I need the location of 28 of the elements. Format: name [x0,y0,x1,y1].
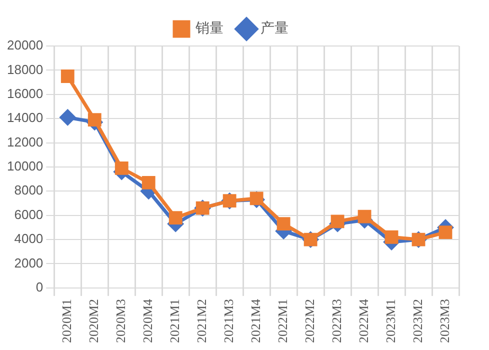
y-tick-label: 12000 [6,134,44,150]
x-tick-label: 2023M2 [410,298,425,344]
y-tick-label: 10000 [6,158,44,174]
y-tick-label: 6000 [14,206,44,222]
y-tick-label: 8000 [14,182,44,198]
x-tick-label: 2023M3 [436,298,452,344]
x-tick-label: 2020M1 [59,298,74,344]
y-tick-label: 16000 [6,86,44,101]
x-tick-label: 2020M4 [140,298,156,344]
legend-label: 产量 [260,20,288,37]
y-tick-label: 2000 [14,255,44,270]
x-tick-label: 2022M2 [302,298,317,344]
x-tick-label: 2021M2 [194,298,210,344]
x-tick-label: 2021M4 [248,298,263,344]
x-tick-label: 2023M1 [382,298,398,344]
x-tick-label: 2022M3 [328,298,344,344]
x-tick-label: 2022M4 [356,298,371,344]
y-tick-label: 4000 [14,231,44,246]
legend-label: 销量 [194,20,224,37]
x-tick-label: 2022M1 [274,298,290,344]
x-tick-label: 2021M3 [221,298,236,344]
x-tick-label: 2020M3 [113,298,128,344]
y-tick-label: 18000 [6,62,44,77]
y-tick-label: 20000 [6,38,44,53]
x-tick-label: 2020M2 [86,298,102,344]
y-tick-label: 0 [36,280,44,295]
y-tick-label: 14000 [6,110,44,126]
x-tick-label: 2021M1 [167,298,182,344]
